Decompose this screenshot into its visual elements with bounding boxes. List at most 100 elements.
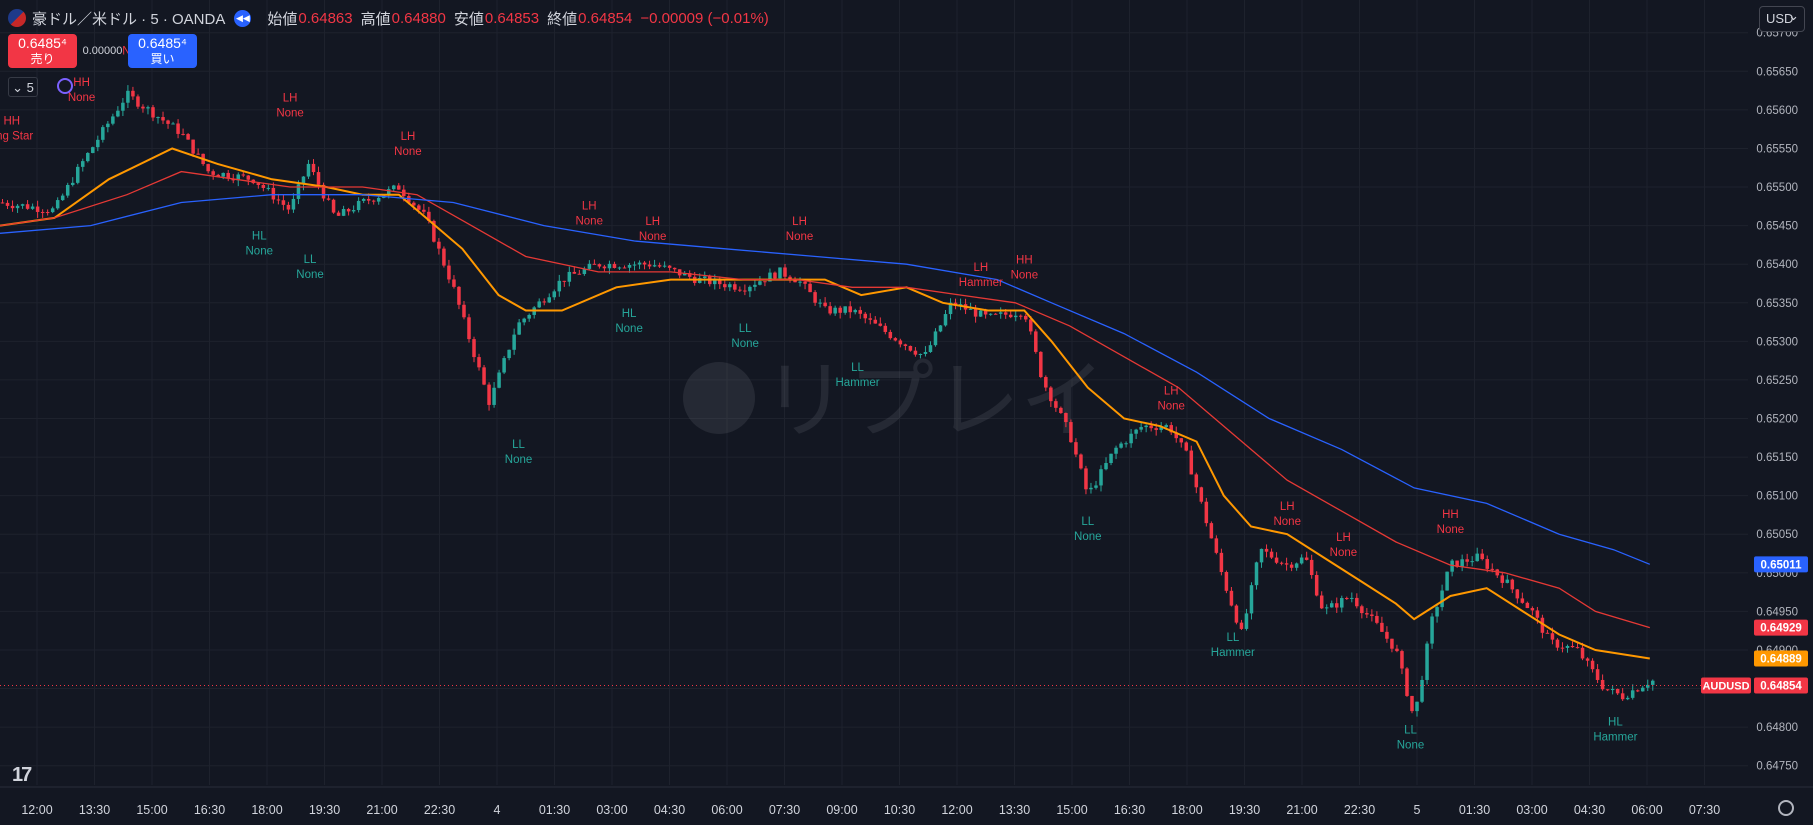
candle-body [858, 310, 862, 314]
candle-body [702, 276, 707, 279]
candle-body [908, 345, 913, 351]
y-tick-label: 0.65550 [1756, 143, 1798, 155]
pattern-sublabel: None [1074, 531, 1102, 543]
candle-body [723, 284, 727, 288]
candle-body [998, 312, 1003, 314]
candle-body [166, 120, 170, 124]
candle-body [1134, 429, 1138, 434]
currency-select[interactable]: USD [1759, 4, 1805, 32]
open-label: 始値 [267, 10, 298, 28]
pattern-sublabel: None [1437, 524, 1465, 536]
y-tick-label: 0.65150 [1756, 452, 1798, 464]
candle-body [733, 284, 737, 290]
price-label-box [1754, 650, 1808, 667]
symbol-tag-box [1701, 677, 1751, 694]
candle-body [813, 292, 817, 303]
candle-body [968, 308, 973, 310]
high-value: 0.64880 [391, 9, 446, 27]
open-value: 0.64863 [298, 9, 353, 27]
y-tick-label: 0.65650 [1756, 66, 1798, 78]
price-label-text: 0.64929 [1760, 623, 1802, 635]
candle-body [542, 301, 546, 303]
candle-body [70, 182, 75, 185]
replay-icon[interactable]: ◀◀ [234, 9, 252, 27]
candle-body [1555, 639, 1560, 648]
pattern-sublabel: None [1397, 739, 1425, 751]
candle-body [171, 123, 175, 125]
candle-body [96, 139, 100, 148]
candle-body [657, 265, 662, 267]
candle-body [1109, 453, 1113, 464]
candle-body [1079, 454, 1083, 469]
symbol-tag-text: AUDUSD [1702, 680, 1749, 692]
candle-body [50, 208, 55, 213]
chart-header: 豪ドル／米ドル · 5 · OANDA ◀◀ 始値 0.64863 高値 0.6… [8, 7, 769, 29]
candle-body [1124, 443, 1128, 445]
candle-body [30, 206, 35, 209]
x-tick-label: 10:30 [884, 803, 915, 817]
sync-icon[interactable] [57, 78, 73, 94]
spread-value: 0.00000 [82, 45, 123, 57]
pattern-sublabel: None [246, 246, 274, 258]
candle-body [1089, 487, 1093, 490]
candle-body [753, 284, 757, 287]
candle-body [1560, 647, 1565, 649]
candle-body [527, 314, 531, 319]
candle-body [1395, 648, 1399, 652]
timeframe-button[interactable]: ⌄ 5 [8, 77, 38, 97]
candle-body [883, 325, 888, 332]
candle-body [878, 323, 883, 326]
candle-body [482, 367, 486, 385]
candle-body [462, 304, 466, 318]
candle-body [612, 263, 617, 268]
candle-body [45, 212, 50, 214]
candle-body [1340, 598, 1344, 608]
candle-body [823, 302, 827, 307]
settings-gear-icon[interactable] [1778, 800, 1794, 816]
candle-body [928, 345, 933, 353]
pattern-sublabel: Hammer [959, 277, 1003, 289]
candle-body [1565, 645, 1570, 648]
candle-body [1615, 688, 1620, 694]
candle-body [492, 387, 496, 405]
candle-body [1034, 331, 1038, 352]
candle-body [888, 331, 893, 339]
candle-body [647, 264, 652, 267]
candle-body [60, 195, 65, 201]
x-tick-label: 07:30 [769, 803, 800, 817]
candle-body [1445, 571, 1449, 591]
candle-body [1505, 579, 1510, 583]
sell-button[interactable]: 0.6485⁴ 売り [8, 34, 77, 68]
candle-body [35, 206, 40, 212]
y-tick-label: 0.65200 [1756, 414, 1798, 426]
candle-body [557, 280, 562, 292]
candle-body [1159, 427, 1163, 430]
candle-body [321, 184, 326, 199]
candle-body [0, 202, 5, 204]
candle-body [863, 313, 868, 319]
y-tick-label: 0.64950 [1756, 606, 1798, 618]
y-tick-label: 0.64750 [1756, 761, 1798, 773]
candle-body [763, 281, 767, 283]
symbol-title[interactable]: 豪ドル／米ドル · 5 · OANDA [32, 10, 226, 28]
x-tick-label: 18:00 [1171, 803, 1202, 817]
tradingview-logo-icon[interactable]: 17 [12, 764, 32, 786]
candle-body [1540, 617, 1545, 633]
x-tick-label: 06:00 [711, 803, 742, 817]
buy-button[interactable]: 0.6485⁴ 買い [128, 34, 197, 68]
price-label-text: 0.64889 [1760, 653, 1802, 665]
candle-body [893, 338, 898, 341]
candle-body [1219, 552, 1224, 573]
candle-body [522, 318, 526, 323]
candle-body [1329, 603, 1334, 608]
candle-body [1044, 377, 1048, 388]
x-tick-label: 13:30 [999, 803, 1030, 817]
candle-body [1234, 605, 1239, 623]
pattern-sublabel: None [615, 323, 643, 335]
pattern-sublabel: ting Star [0, 130, 33, 142]
watermark-replay-icon [683, 362, 755, 434]
price-label-text: 0.64854 [1760, 680, 1802, 692]
candle-body [1304, 557, 1309, 560]
candle-body [1455, 560, 1459, 567]
